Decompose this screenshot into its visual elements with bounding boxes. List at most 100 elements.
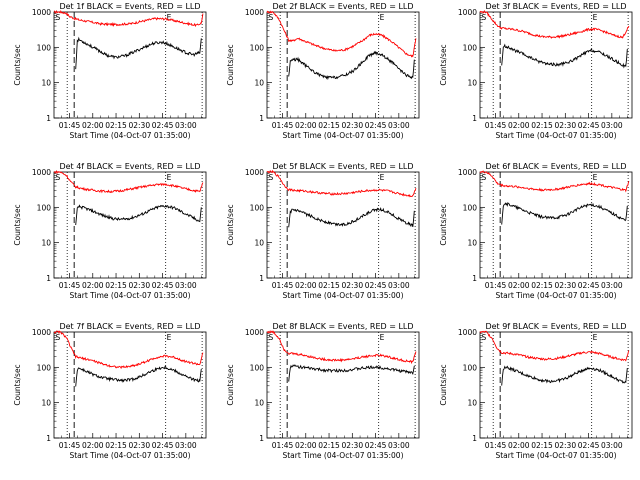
x-tick-label: 02:15 — [531, 281, 553, 290]
x-tick-label: 01:45 — [59, 441, 81, 450]
detector-panel-9: Det 9f BLACK = Events, RED = LLD 1 10 100 10… — [439, 322, 633, 460]
series-events-line — [75, 204, 202, 226]
x-tick-label: 02:45 — [152, 281, 174, 290]
start-marker-label: S — [56, 13, 61, 22]
y-tick-label: 1 — [46, 434, 51, 443]
series-events-line — [288, 364, 415, 382]
x-axis-label: Start Time (04-Oct-07 01:35:00) — [69, 291, 190, 300]
plot-frame — [266, 171, 420, 279]
y-axis-label: Counts/sec — [13, 44, 22, 85]
x-tick-label: 02:45 — [365, 441, 387, 450]
y-tick-label: 10 — [41, 79, 51, 88]
x-tick-label: 02:30 — [128, 121, 150, 130]
y-tick-label: 1000 — [245, 168, 264, 177]
x-tick-label: 01:45 — [59, 281, 81, 290]
y-tick-label: 10 — [467, 399, 477, 408]
plot-frame — [53, 11, 207, 119]
panel-title: Det 9f BLACK = Events, RED = LLD — [485, 322, 626, 331]
x-tick-label: 02:30 — [554, 441, 576, 450]
y-tick-label: 10 — [254, 399, 264, 408]
end-marker-label: E — [380, 173, 385, 182]
end-marker-label: E — [167, 333, 172, 342]
y-tick-label: 1 — [259, 434, 264, 443]
x-tick-label: 02:30 — [554, 281, 576, 290]
x-tick-label: 02:15 — [105, 121, 127, 130]
x-axis-label: Start Time (04-Oct-07 01:35:00) — [495, 291, 616, 300]
y-axis-label: Counts/sec — [439, 44, 448, 85]
plot-frame — [479, 11, 633, 119]
plot-frame — [479, 331, 633, 439]
y-tick-label: 10 — [254, 239, 264, 248]
x-tick-label: 02:45 — [365, 281, 387, 290]
start-marker-label: S — [269, 173, 274, 182]
y-axis-label: Counts/sec — [13, 204, 22, 245]
x-tick-label: 02:00 — [82, 441, 104, 450]
y-axis-label: Counts/sec — [226, 44, 235, 85]
start-marker-label: S — [269, 13, 274, 22]
y-axis-label: Counts/sec — [439, 364, 448, 405]
x-tick-label: 02:15 — [318, 441, 340, 450]
end-marker-label: E — [593, 173, 598, 182]
y-tick-label: 1 — [46, 114, 51, 123]
x-tick-label: 02:00 — [295, 121, 317, 130]
series-lld-line — [479, 170, 630, 193]
x-tick-label: 02:45 — [152, 121, 174, 130]
x-tick-label: 02:00 — [82, 121, 104, 130]
series-lld-line — [53, 9, 204, 28]
y-tick-label: 100 — [463, 43, 478, 52]
y-tick-label: 100 — [463, 363, 478, 372]
start-marker-label: S — [269, 333, 274, 342]
x-tick-label: 02:15 — [105, 441, 127, 450]
start-marker-label: S — [56, 333, 61, 342]
x-tick-label: 02:30 — [341, 281, 363, 290]
detector-panel-7: Det 7f BLACK = Events, RED = LLD 1 10 100 10… — [13, 322, 207, 460]
plot-frame — [266, 11, 420, 119]
series-events-line — [75, 36, 202, 70]
x-tick-label: 03:00 — [175, 281, 197, 290]
series-lld-line — [53, 330, 204, 370]
plot-frame — [266, 331, 420, 439]
y-tick-label: 1 — [46, 274, 51, 283]
series-events-line — [501, 201, 628, 225]
detector-panel-4: Det 4f BLACK = Events, RED = LLD 1 10 100 10… — [13, 162, 207, 300]
series-lld-line — [479, 9, 630, 39]
x-axis-label: Start Time (04-Oct-07 01:35:00) — [282, 291, 403, 300]
series-events-line — [288, 206, 415, 228]
detector-panel-8: Det 8f BLACK = Events, RED = LLD 1 10 100 10… — [226, 322, 420, 460]
x-tick-label: 02:00 — [508, 121, 530, 130]
x-tick-label: 02:00 — [82, 281, 104, 290]
x-tick-label: 01:45 — [272, 121, 294, 130]
panel-title: Det 6f BLACK = Events, RED = LLD — [485, 162, 626, 171]
detector-panel-2: Det 2f BLACK = Events, RED = LLD 1 10 100 10… — [226, 2, 420, 140]
y-tick-label: 1 — [472, 114, 477, 123]
series-events-line — [501, 365, 628, 386]
y-tick-label: 10 — [41, 239, 51, 248]
x-tick-label: 02:15 — [531, 121, 553, 130]
x-tick-label: 03:00 — [175, 121, 197, 130]
end-marker-label: E — [380, 13, 385, 22]
panel-title: Det 5f BLACK = Events, RED = LLD — [272, 162, 413, 171]
x-axis-label: Start Time (04-Oct-07 01:35:00) — [495, 451, 616, 460]
y-tick-label: 1 — [259, 114, 264, 123]
y-tick-label: 1000 — [245, 8, 264, 17]
y-tick-label: 1000 — [32, 8, 51, 17]
x-tick-label: 02:00 — [508, 281, 530, 290]
y-tick-label: 10 — [467, 239, 477, 248]
detector-panel-5: Det 5f BLACK = Events, RED = LLD 1 10 100 10… — [226, 162, 420, 300]
x-tick-label: 03:00 — [388, 121, 410, 130]
x-tick-label: 02:45 — [365, 121, 387, 130]
end-marker-label: E — [167, 13, 172, 22]
y-tick-label: 1 — [472, 434, 477, 443]
series-lld-line — [266, 169, 417, 198]
panel-title: Det 8f BLACK = Events, RED = LLD — [272, 322, 413, 331]
y-tick-label: 1000 — [245, 328, 264, 337]
y-tick-label: 100 — [463, 203, 478, 212]
end-marker-label: E — [593, 13, 598, 22]
x-axis-label: Start Time (04-Oct-07 01:35:00) — [282, 131, 403, 140]
series-events-line — [501, 43, 628, 69]
y-tick-label: 1000 — [458, 8, 477, 17]
x-tick-label: 03:00 — [388, 441, 410, 450]
end-marker-label: E — [167, 173, 172, 182]
x-tick-label: 02:15 — [318, 281, 340, 290]
x-tick-label: 02:15 — [105, 281, 127, 290]
